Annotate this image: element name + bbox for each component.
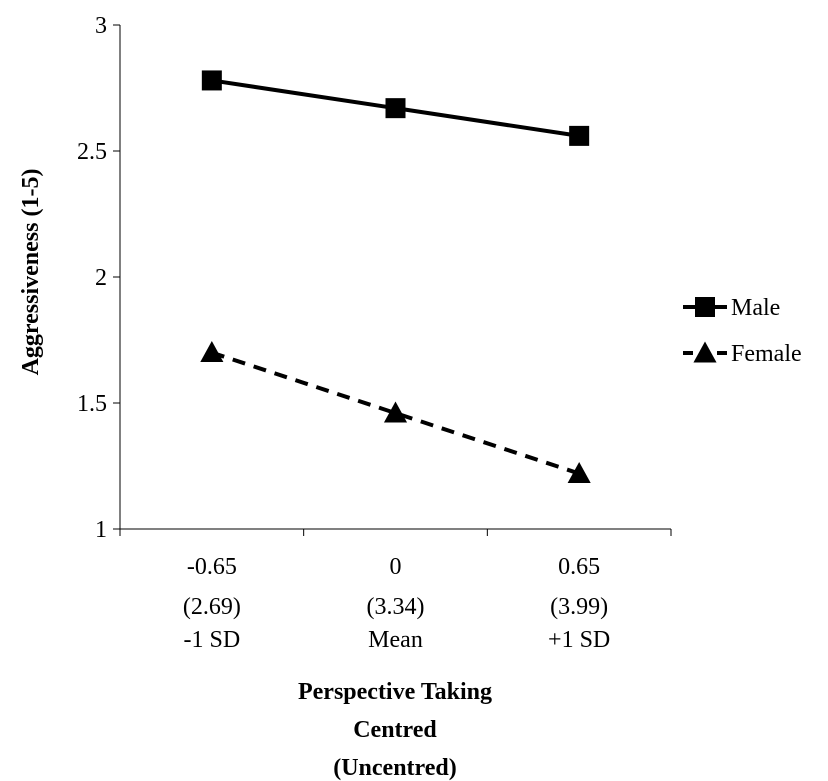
x-category-label-line: (3.34) [367, 594, 425, 620]
y-ticks: 1 1.5 2 2.5 3 [77, 13, 120, 543]
y-axis-title: Aggressiveness (1-5) [18, 169, 44, 376]
data-point-male [385, 98, 406, 119]
x-category-label-line: (2.69) [183, 594, 241, 620]
y-tick-label: 2 [95, 265, 107, 291]
legend-label-male: Male [731, 295, 780, 321]
legend-label-female: Female [731, 341, 802, 367]
data-point-male [201, 70, 222, 91]
data-point-female [383, 401, 408, 423]
x-axis-title-line-1: Perspective Taking [298, 679, 492, 705]
x-ticks: -0.65 (2.69) -1 SD 0 (3.34) Mean 0.65 (3.99) +1 … [119, 529, 672, 653]
x-category-label-line: Mean [368, 627, 423, 653]
y-tick-label: 3 [95, 13, 107, 39]
x-axis-title-line-3: (Uncentred) [333, 755, 457, 781]
series-female [200, 341, 591, 484]
y-tick-label: 1.5 [77, 391, 107, 417]
x-category-label-line: (3.99) [550, 594, 608, 620]
x-category-label-line: 0 [390, 554, 402, 580]
y-tick-label: 1 [95, 517, 107, 543]
data-point-female [567, 462, 591, 484]
legend-marker-male [695, 297, 715, 317]
legend-item-female: Female [683, 341, 802, 367]
x-category-label: 0 (3.34) Mean [367, 554, 425, 653]
x-category-label: -0.65 (2.69) -1 SD [183, 554, 241, 653]
legend-marker-female [693, 341, 717, 363]
data-point-female [200, 341, 224, 363]
x-category-label-line: 0.65 [558, 554, 600, 580]
y-tick-label: 2.5 [77, 139, 107, 165]
x-category-label-line: -0.65 [187, 554, 237, 580]
legend-item-male: Male [683, 295, 780, 321]
x-axis-title: Perspective Taking Centred (Uncentred) [298, 679, 492, 781]
series-group [200, 70, 591, 484]
series-male [201, 70, 590, 146]
x-axis-title-line-2: Centred [353, 717, 437, 743]
legend: Male Female [683, 295, 802, 367]
x-category-label: 0.65 (3.99) +1 SD [548, 554, 610, 653]
x-category-label-line: +1 SD [548, 627, 610, 653]
data-point-male [569, 125, 590, 146]
x-category-label-line: -1 SD [183, 627, 240, 653]
